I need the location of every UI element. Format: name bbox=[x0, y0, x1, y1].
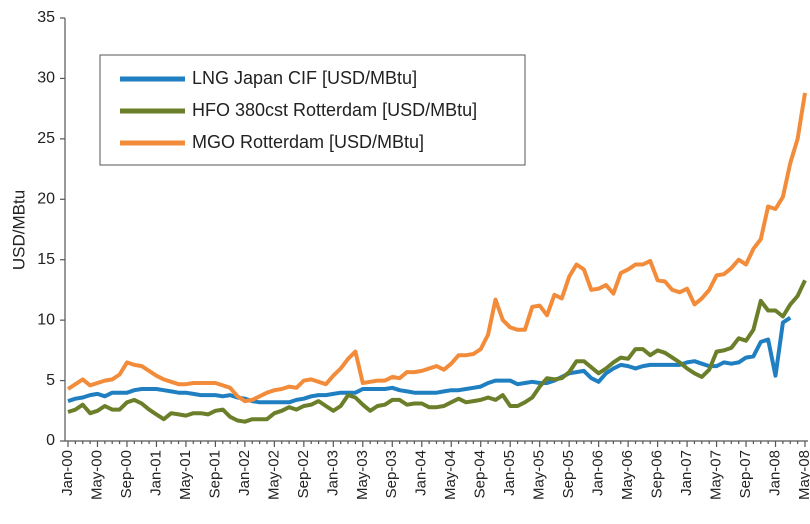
x-tick-label: Jan-06 bbox=[590, 450, 607, 496]
x-tick-label: Sep-04 bbox=[472, 450, 489, 498]
x-tick-label: May-05 bbox=[531, 450, 548, 500]
x-tick-label: May-06 bbox=[619, 450, 636, 500]
x-tick-label: Jan-05 bbox=[501, 450, 518, 496]
x-tick-label: May-00 bbox=[88, 450, 105, 500]
y-tick-label: 0 bbox=[46, 432, 55, 449]
y-tick-label: 5 bbox=[46, 372, 55, 389]
x-tick-label: May-07 bbox=[708, 450, 725, 500]
y-tick-label: 30 bbox=[37, 70, 55, 87]
x-tick-label: Sep-07 bbox=[737, 450, 754, 498]
x-tick-label: Sep-00 bbox=[118, 450, 135, 498]
x-tick-label: Jan-03 bbox=[324, 450, 341, 496]
x-tick-label: Sep-03 bbox=[383, 450, 400, 498]
x-tick-label: Sep-05 bbox=[560, 450, 577, 498]
x-tick-label: Jan-07 bbox=[678, 450, 695, 496]
x-tick-label: May-03 bbox=[354, 450, 371, 500]
y-tick-label: 10 bbox=[37, 311, 55, 328]
x-tick-label: May-01 bbox=[177, 450, 194, 500]
x-tick-label: Sep-06 bbox=[649, 450, 666, 498]
x-tick-label: Jan-04 bbox=[413, 450, 430, 496]
x-tick-label: May-04 bbox=[442, 450, 459, 500]
x-tick-label: Sep-01 bbox=[206, 450, 223, 498]
series-line bbox=[67, 279, 807, 424]
y-tick-label: 35 bbox=[37, 9, 55, 26]
y-tick-label: 15 bbox=[37, 251, 55, 268]
legend-label: HFO 380cst Rotterdam [USD/MBtu] bbox=[192, 100, 477, 120]
x-tick-label: May-02 bbox=[265, 450, 282, 500]
y-tick-label: 25 bbox=[37, 130, 55, 147]
x-tick-label: Jan-08 bbox=[766, 450, 783, 496]
x-tick-label: Jan-02 bbox=[236, 450, 253, 496]
y-axis-label: USD/MBtu bbox=[9, 190, 28, 270]
x-tick-label: May-08 bbox=[796, 450, 810, 500]
x-tick-label: Sep-02 bbox=[295, 450, 312, 498]
x-tick-label: Jan-00 bbox=[59, 450, 76, 496]
y-tick-label: 20 bbox=[37, 191, 55, 208]
x-tick-label: Jan-01 bbox=[147, 450, 164, 496]
legend-label: MGO Rotterdam [USD/MBtu] bbox=[192, 132, 424, 152]
series-line bbox=[67, 316, 792, 405]
series-line bbox=[66, 92, 807, 404]
legend-label: LNG Japan CIF [USD/MBtu] bbox=[192, 68, 417, 88]
